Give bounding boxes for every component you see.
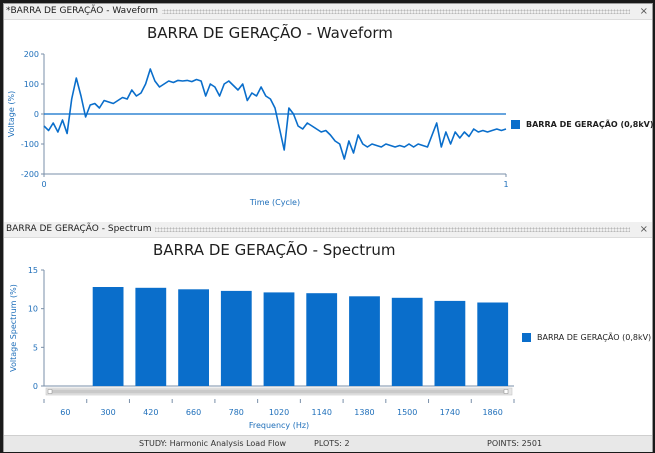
y-tick-label: 10	[28, 305, 38, 314]
waveform-legend: BARRA DE GERAÇÃO (0,8kV)	[511, 120, 654, 129]
spectrum-bar	[263, 292, 295, 386]
spectrum-bar	[306, 293, 338, 386]
spectrum-legend: BARRA DE GERAÇÃO (0,8kV)	[522, 333, 651, 342]
waveform-chart-title: BARRA DE GERAÇÃO - Waveform	[147, 24, 393, 42]
waveform-panel-titlebar[interactable]: *BARRA DE GERAÇÃO - Waveform ×	[4, 4, 652, 20]
close-icon[interactable]: ×	[639, 224, 648, 235]
y-tick-label: -200	[21, 170, 39, 179]
spectrum-panel-titlebar[interactable]: BARRA DE GERAÇÃO - Spectrum ×	[4, 222, 652, 238]
x-axis-label: Time (Cycle)	[249, 198, 300, 207]
spectrum-bar	[178, 289, 209, 386]
y-axis-label: Voltage (%)	[7, 91, 16, 137]
waveform-series-line	[43, 68, 507, 160]
x-axis-label: Frequency (Hz)	[249, 421, 309, 430]
x-tick-label: 1020	[269, 408, 289, 417]
spectrum-bar	[220, 290, 252, 386]
app-window: *BARRA DE GERAÇÃO - Waveform × BARRA DE …	[3, 3, 654, 452]
y-tick-label: -100	[21, 140, 39, 149]
x-tick-label: 1500	[397, 408, 417, 417]
legend-swatch	[511, 120, 520, 129]
spectrum-bar	[477, 302, 509, 386]
x-tick-label: 1	[503, 180, 508, 189]
x-tick-label: 0	[41, 180, 46, 189]
spectrum-chart-title: BARRA DE GERAÇÃO - Spectrum	[153, 241, 396, 259]
close-icon[interactable]: ×	[639, 6, 648, 17]
spectrum-bar	[92, 287, 124, 386]
legend-swatch	[522, 333, 531, 342]
x-tick-label: 420	[143, 408, 158, 417]
scrollbar-left-handle	[47, 389, 53, 394]
spectrum-chart: 15 10 5 0 60 300 420 660 780 1020 1140 1380 1500 1740…	[9, 266, 515, 430]
x-tick-label: 60	[60, 408, 70, 417]
y-tick-label: 0	[33, 382, 38, 391]
x-tick-label: 1860	[482, 408, 502, 417]
spectrum-legend-label: BARRA DE GERAÇÃO (0,8kV)	[537, 333, 652, 342]
status-points: POINTS: 2501	[487, 439, 543, 448]
spectrum-panel-title: BARRA DE GERAÇÃO - Spectrum	[6, 222, 156, 237]
spectrum-bar	[349, 296, 380, 386]
x-tick-label: 1740	[440, 408, 460, 417]
scrollbar-thumb	[52, 389, 504, 394]
status-plots: PLOTS: 2	[314, 439, 350, 448]
titlebar-grip	[124, 9, 630, 14]
y-axis-label: Voltage Spectrum (%)	[9, 284, 18, 372]
y-tick-label: 5	[33, 343, 38, 352]
waveform-panel-title: *BARRA DE GERAÇÃO - Waveform	[6, 4, 163, 19]
status-study: STUDY: Harmonic Analysis Load Flow	[139, 439, 287, 448]
x-tick-label: 780	[229, 408, 244, 417]
waveform-legend-label: BARRA DE GERAÇÃO (0,8kV)	[526, 120, 654, 129]
spectrum-bar	[391, 297, 423, 386]
x-tick-label: 300	[100, 408, 115, 417]
y-tick-label: 0	[34, 110, 39, 119]
x-tick-label: 1380	[354, 408, 374, 417]
x-tick-label: 660	[186, 408, 201, 417]
titlebar-grip	[124, 227, 630, 232]
x-tick-label: 1140	[312, 408, 332, 417]
y-tick-label: 200	[24, 50, 39, 59]
spectrum-bar	[135, 287, 167, 386]
spectrum-bar	[434, 300, 466, 386]
status-bar: STUDY: Harmonic Analysis Load Flow PLOTS…	[4, 435, 652, 452]
y-tick-label: 15	[28, 266, 38, 275]
scrollbar-right-handle	[503, 389, 509, 394]
y-tick-label: 100	[24, 80, 39, 89]
